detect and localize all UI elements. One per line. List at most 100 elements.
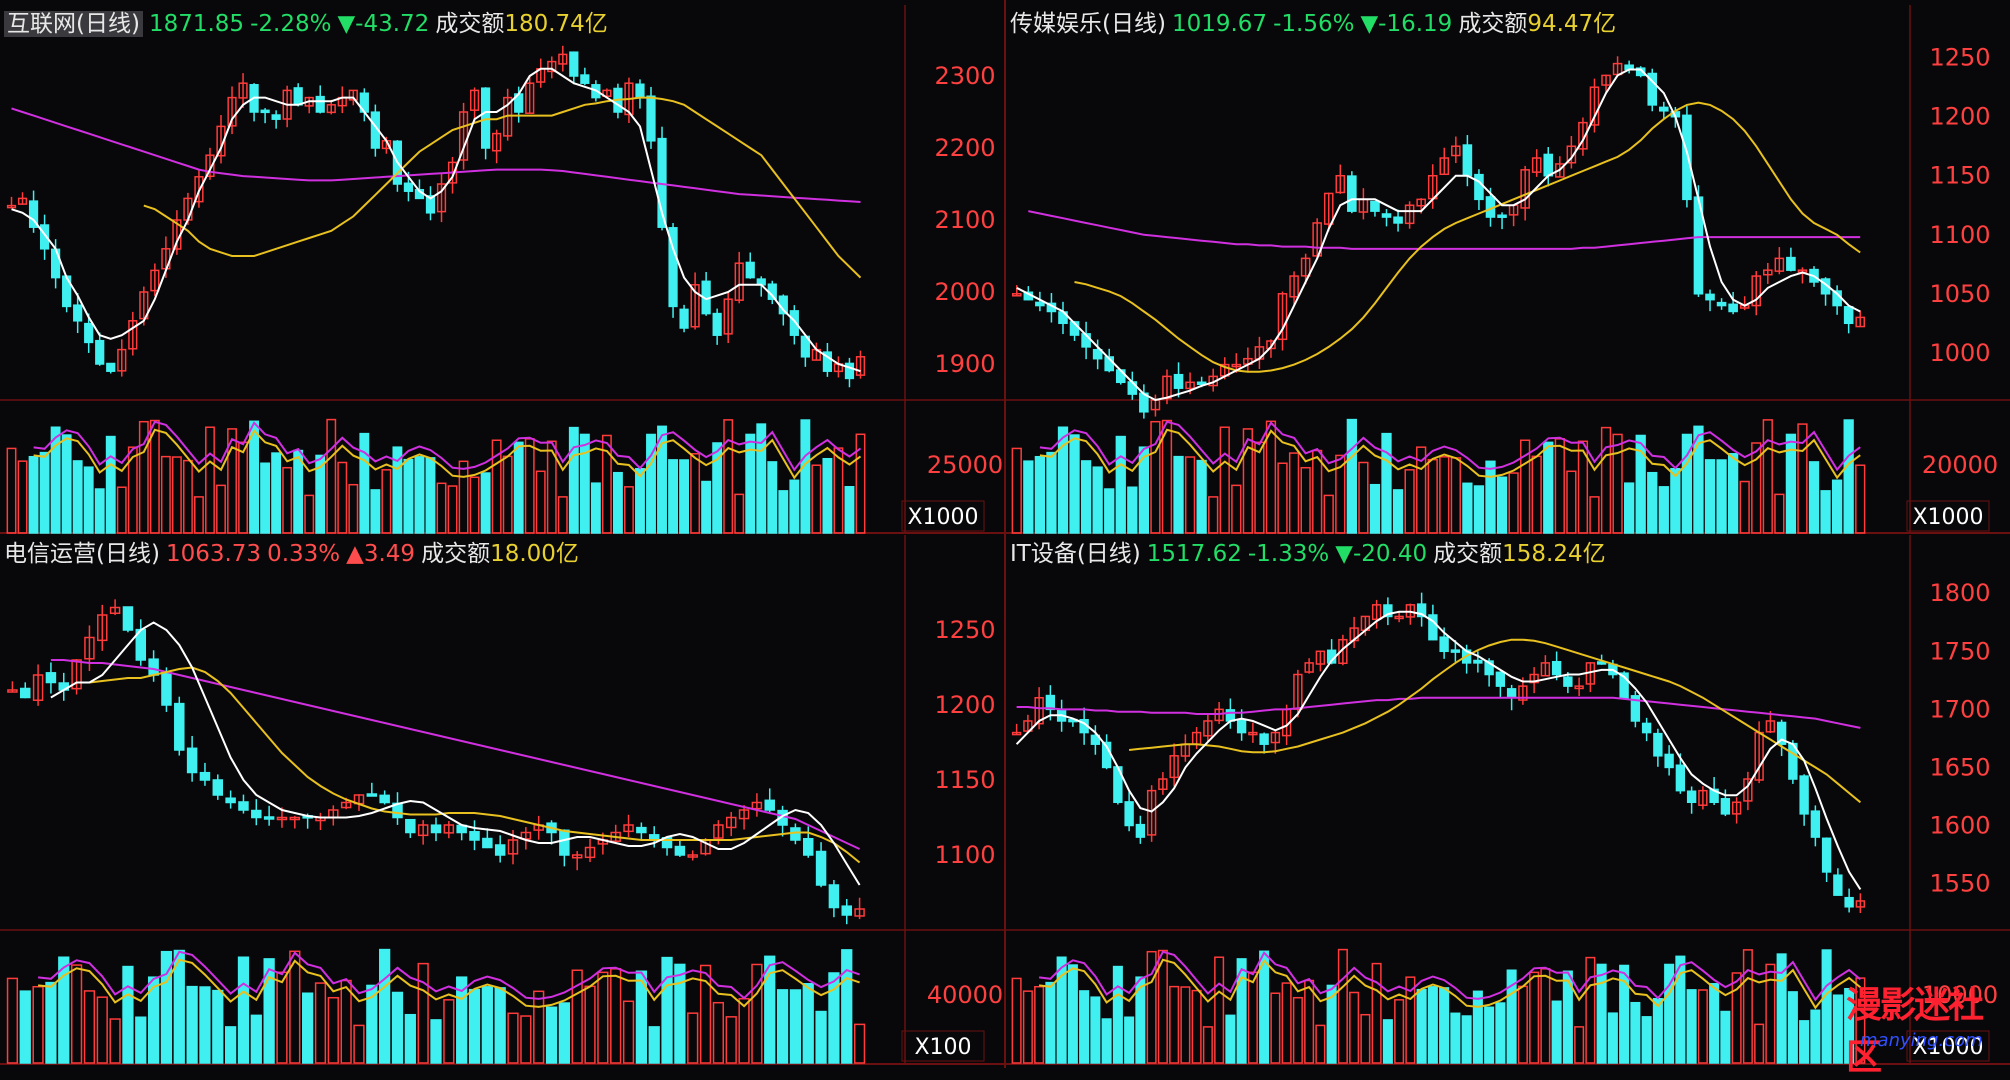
candle-body (84, 322, 94, 344)
volume-bar (1635, 434, 1646, 534)
volume-bar (800, 419, 811, 534)
volume-bar (1543, 441, 1554, 534)
price-tick-label: 1900 (934, 350, 995, 378)
volume-bar (568, 426, 579, 534)
volume-bar (1358, 461, 1369, 534)
candle-body (1843, 306, 1854, 325)
volume-bar (822, 457, 833, 534)
volume-bar (1067, 964, 1078, 1064)
volume-bar (359, 432, 370, 534)
candle-body (260, 109, 270, 114)
volume-bar (1473, 485, 1485, 534)
candle-body (1011, 731, 1022, 736)
volume-bar (468, 988, 481, 1064)
volume-bar (250, 1014, 262, 1064)
ma-line-ma5 (1015, 610, 1862, 890)
volume-bar (1369, 483, 1381, 534)
amount-label-telecom: 成交额 (421, 541, 491, 567)
volume-bar (1202, 1026, 1213, 1064)
candle-body (1659, 106, 1669, 112)
volume-bar (1326, 984, 1337, 1064)
candle-body (194, 176, 204, 203)
candle-body (1751, 275, 1762, 307)
volume-bar (1585, 956, 1596, 1064)
candle-body (822, 351, 833, 372)
volume-bar (513, 441, 524, 534)
volume-bar (45, 981, 57, 1064)
volume-bar (289, 950, 301, 1064)
price-tick-label: 1700 (1929, 695, 1990, 723)
price-tick-label: 1150 (934, 766, 995, 794)
volume-bar (276, 971, 288, 1064)
candle-body (1451, 145, 1461, 157)
volume-bar (1011, 447, 1022, 534)
candle-body (403, 182, 414, 192)
candle-body (1844, 896, 1854, 908)
index-name-media[interactable]: 传媒娱乐(日线) (1010, 11, 1166, 37)
index-name-internet[interactable]: 互联网(日线) (4, 11, 143, 37)
volume-unit-box (901, 1030, 985, 1062)
volume-bar (1506, 969, 1517, 1064)
volume-bar (135, 1016, 147, 1064)
volume-bar (1304, 979, 1315, 1064)
volume-bar (1495, 1002, 1506, 1064)
volume-bar (1574, 1026, 1585, 1064)
candle-body (106, 362, 116, 372)
candle-body (1270, 731, 1281, 744)
candle-body (789, 310, 799, 336)
candle-body (1705, 293, 1715, 301)
candle-body (1416, 198, 1426, 207)
volume-bar (1808, 461, 1820, 534)
volume-bar (205, 426, 215, 534)
header-telecom[interactable]: 电信运营(日线) 1063.73 0.33% ▲3.49 成交额18.00亿 (4, 540, 585, 568)
ma-line-ma30 (11, 107, 861, 203)
volume-bar (1529, 971, 1540, 1064)
volume-bar (1462, 482, 1473, 534)
price-tick-label: 2300 (934, 62, 995, 90)
volume-bar (1292, 996, 1303, 1064)
volume-bar (1312, 449, 1323, 534)
candle-body (1231, 363, 1242, 368)
volume-bar (725, 1016, 737, 1064)
volume-bar (340, 979, 352, 1064)
candle-body (1266, 340, 1276, 350)
candle-body (623, 824, 634, 833)
volume-bar (1551, 1000, 1562, 1064)
candle-body (558, 53, 568, 65)
header-it[interactable]: IT设备(日线) 1517.62 -1.33% ▼-20.40 成交额158.24亿 (1010, 540, 1612, 568)
candle-body (469, 89, 480, 111)
candle-body (580, 74, 590, 84)
volume-bar (1776, 953, 1787, 1064)
header-media[interactable]: 传媒娱乐(日线) 1019.67 -1.56% ▼-16.19 成交额94.47亿 (1010, 10, 1622, 38)
candle-body (1731, 801, 1742, 815)
volume-bar (326, 418, 337, 534)
index-name-telecom[interactable]: 电信运营(日线) (4, 541, 160, 567)
volume-bar (430, 1019, 442, 1064)
candle-body (1347, 175, 1357, 212)
volume-bar (1540, 968, 1551, 1064)
volume-bar (1184, 456, 1196, 534)
volume-bar (1664, 963, 1675, 1064)
candle-body (1474, 173, 1484, 201)
volume-bar (590, 482, 601, 534)
volume-bar (392, 446, 403, 534)
index-name-it[interactable]: IT设备(日线) (1010, 541, 1141, 567)
candle-body (828, 884, 840, 909)
price-tick-label: 1550 (1929, 870, 1990, 898)
price-tick-label: 1750 (1929, 637, 1990, 665)
volume-bar (1742, 949, 1753, 1064)
volume-bar (1675, 955, 1686, 1064)
header-internet[interactable]: 互联网(日线) 1871.85 -2.28% ▼-43.72 成交额180.74亿 (4, 10, 614, 38)
volume-bar (1484, 1006, 1495, 1064)
chart-media: 1250 1200 1150 1100 1050 1000 20000 X1000 (1005, 5, 2010, 534)
ma-line-ma5 (11, 67, 861, 373)
volume-bar (756, 423, 767, 534)
volume-bar (1624, 482, 1635, 534)
candle-body (1383, 604, 1393, 618)
volume-bar (1762, 419, 1773, 534)
candle-body (205, 154, 215, 178)
volume-bar (745, 433, 756, 534)
candle-body (1393, 216, 1403, 224)
candle-body (73, 304, 83, 322)
volume-bar (1265, 420, 1277, 534)
